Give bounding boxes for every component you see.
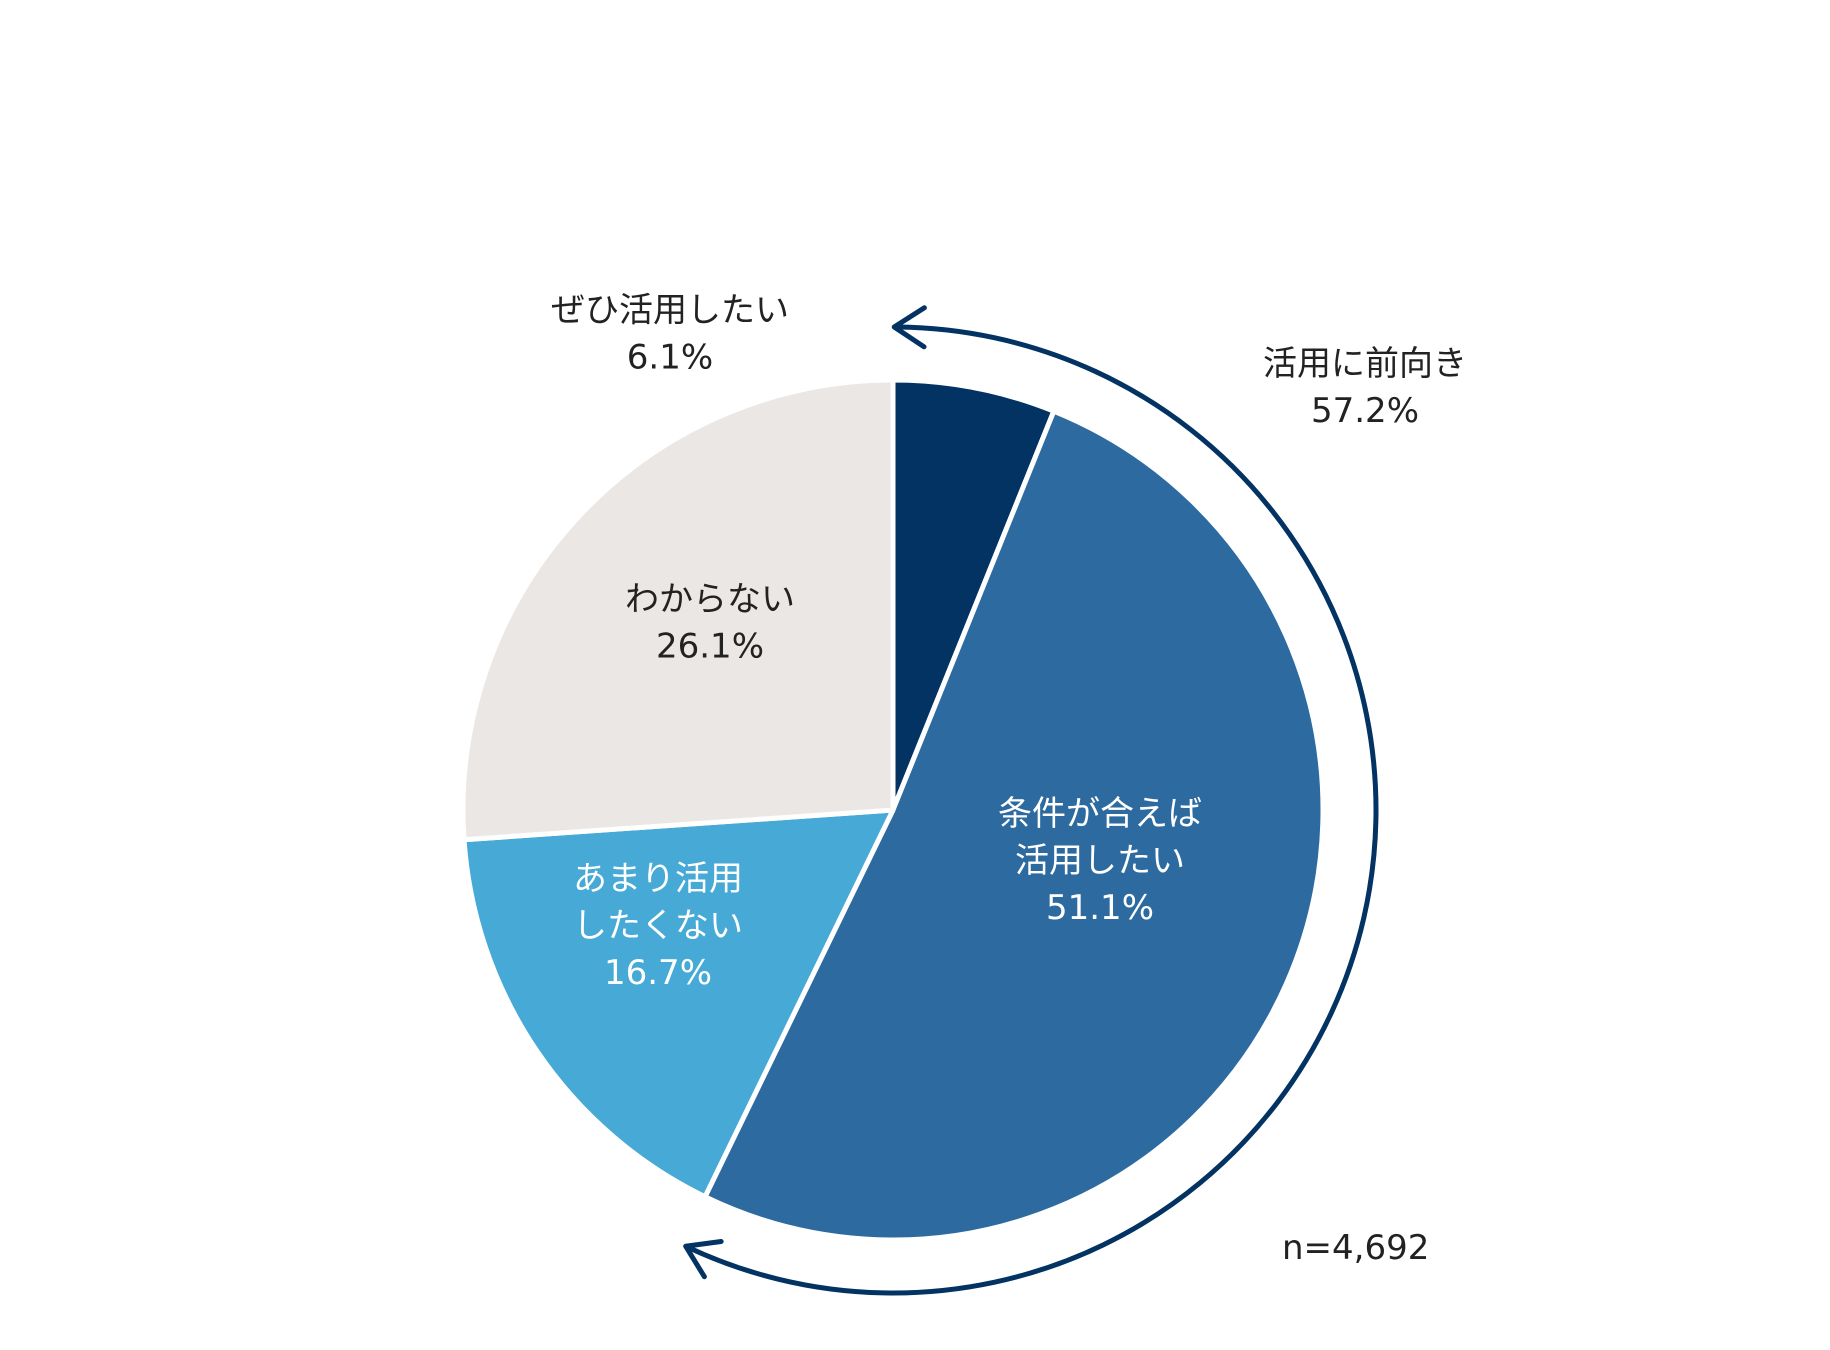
bracket-value: 57.2% [1311,391,1419,431]
slice-4-category-label: わからない [625,580,795,620]
slice-2-category-label: 条件が合えば [998,794,1202,834]
slice-1-category-label: ぜひ活用したい [551,291,789,331]
pie-slices [460,377,1326,1243]
slice-2-value-label: 51.1% [1046,888,1154,928]
slice-1-value-label: 6.1% [627,338,713,378]
bracket-arrowhead-top [891,305,927,350]
bracket-label: 活用に前向き [1263,344,1467,384]
slice-2-category-label: 活用したい [1015,841,1185,881]
bracket-arc [684,324,1379,1296]
pie-slice-3 [461,807,896,1200]
bracket-arrowhead-bottom [683,1239,724,1280]
slice-3-category-label: したくない [573,906,743,946]
slice-4-value-label: 26.1% [656,627,764,667]
slice-3-value-label: 16.7% [604,953,712,993]
bracket-group: 活用に前向き 57.2% [683,305,1467,1296]
pie-slice-4 [460,377,896,843]
pie-slice-2 [702,408,1326,1243]
pie-slice-1 [890,377,1057,813]
slice-3-category-label: あまり活用 [573,859,743,899]
sample-size: n=4,692 [1282,1228,1429,1268]
